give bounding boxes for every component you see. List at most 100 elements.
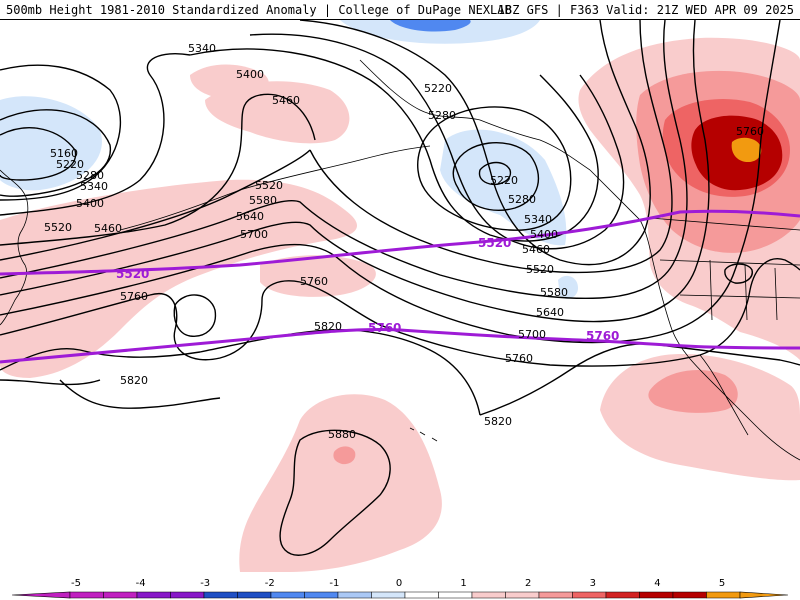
- color-scale-legend: -5 -4 -3 -2 -1 0 1 2 3 4 5: [0, 572, 800, 600]
- contour-label: 5640: [236, 210, 264, 223]
- contour-label: 5580: [249, 194, 277, 207]
- negative-anomaly-gulf: [440, 129, 567, 246]
- positive-anomaly-central: [0, 179, 357, 378]
- climo-5760-line: [0, 327, 800, 364]
- contour-5400-nw: [0, 53, 191, 216]
- contour-label: 5640: [536, 306, 564, 319]
- legend-swatch: [203, 591, 238, 599]
- contour-label: 5220: [56, 158, 84, 171]
- contour-label: 5460: [522, 243, 550, 256]
- legend-tick-label: 0: [396, 578, 402, 589]
- legend-swatch: [404, 591, 439, 599]
- alaska-coast: [359, 59, 591, 171]
- contour-label: 5400: [530, 228, 558, 241]
- legend-tick-label: -2: [265, 578, 275, 589]
- legend-swatch: [237, 591, 272, 599]
- contour-label: 5820: [120, 374, 148, 387]
- legend-swatch: [505, 591, 540, 599]
- contour-5640: [0, 20, 710, 323]
- anomaly-map: 5340 5400 5460 5160 5220 5280 5340 5400 …: [0, 20, 800, 572]
- negative-anomaly-west: [0, 96, 102, 191]
- contour-label: 5220: [424, 82, 452, 95]
- coastlines: [0, 59, 800, 461]
- contour-label: 5280: [428, 109, 456, 122]
- positive-anomaly-southwest-core: [648, 370, 738, 413]
- contour-label: 5700: [518, 328, 546, 341]
- asia-coast: [0, 169, 29, 326]
- legend-arrow-right: [739, 591, 789, 599]
- map-title: 500mb Height 1981-2010 Standardized Anom…: [6, 3, 512, 17]
- contour-label: 5220: [490, 174, 518, 187]
- legend-tick-labels: -5 -4 -3 -2 -1 0 1 2 3 4 5: [71, 578, 725, 589]
- climo-label: 5520: [116, 267, 149, 281]
- legend-swatch: [538, 591, 573, 599]
- hawaii-islands: [409, 427, 438, 442]
- anomaly-shading: [0, 20, 800, 572]
- contour-label: 5760: [505, 352, 533, 365]
- negative-anomaly-top-core: [390, 20, 471, 32]
- baja: [699, 354, 749, 436]
- contour-5220: [0, 109, 111, 197]
- contour-label: 5580: [540, 286, 568, 299]
- legend-tick-label: -1: [329, 578, 339, 589]
- legend-swatch: [136, 591, 171, 599]
- positive-anomaly-hawaii: [239, 394, 442, 572]
- contour-5760-loop: [173, 294, 217, 337]
- contour-label: 5400: [76, 197, 104, 210]
- climo-label: 5760: [368, 321, 401, 335]
- legend-swatch: [170, 591, 205, 599]
- climo-label: 5520: [478, 236, 511, 250]
- legend-swatch: [672, 591, 707, 599]
- contour-label: 5280: [508, 193, 536, 206]
- contour-na-low: [724, 263, 753, 284]
- contour-gulf-5220: [452, 142, 540, 211]
- state-borders-1: [659, 259, 800, 321]
- us-canada-border: [649, 217, 800, 231]
- contour-5340-nw: [0, 64, 122, 201]
- contour-label: 5520: [526, 263, 554, 276]
- contour-label: 5760: [120, 290, 148, 303]
- climo-labels: 5520 5760 5520 5760: [116, 236, 619, 343]
- contour-label: 5520: [44, 221, 72, 234]
- aleutian-chain: [119, 145, 431, 231]
- legend-swatch: [371, 591, 406, 599]
- contour-gulf-5280: [417, 106, 572, 231]
- contour-label: 5760: [300, 275, 328, 288]
- legend-tick-label: 5: [719, 578, 725, 589]
- header-bar: 500mb Height 1981-2010 Standardized Anom…: [0, 0, 800, 20]
- legend-color-bar: [11, 591, 789, 599]
- contour-label: 5460: [272, 94, 300, 107]
- climo-5520-line: [0, 209, 800, 276]
- contour-label: 5340: [80, 180, 108, 193]
- contour-label: 5820: [484, 415, 512, 428]
- legend-swatch: [572, 591, 607, 599]
- contour-5760: [0, 258, 800, 367]
- contour-label: 5340: [524, 213, 552, 226]
- height-contours: [0, 20, 800, 556]
- contour-5460-nw: [0, 93, 316, 246]
- legend-swatch: [438, 591, 473, 599]
- legend-swatch: [639, 591, 674, 599]
- legend-swatch: [706, 591, 741, 599]
- positive-anomaly-hawaii-core: [333, 446, 356, 465]
- legend-swatch: [337, 591, 372, 599]
- contour-5340-arc: [189, 48, 599, 242]
- contour-5700: [0, 20, 781, 344]
- legend-swatch: [69, 591, 104, 599]
- contour-5520: [0, 20, 673, 274]
- legend-swatch: [103, 591, 138, 599]
- legend-swatch: [270, 591, 305, 599]
- legend-arrow-left: [11, 591, 71, 599]
- legend-tick-label: -3: [200, 578, 210, 589]
- contour-5820-south: [59, 379, 221, 409]
- contour-label: 5520: [255, 179, 283, 192]
- positive-anomaly-southwest: [600, 354, 800, 481]
- contour-5460-arc: [299, 20, 651, 266]
- contour-labels: 5340 5400 5460 5160 5220 5280 5340 5400 …: [44, 42, 764, 441]
- legend-tick-label: 4: [654, 578, 660, 589]
- contour-label: 5700: [240, 228, 268, 241]
- contour-label: 5760: [736, 125, 764, 138]
- contour-label: 5280: [76, 169, 104, 182]
- legend-tick-label: 1: [460, 578, 466, 589]
